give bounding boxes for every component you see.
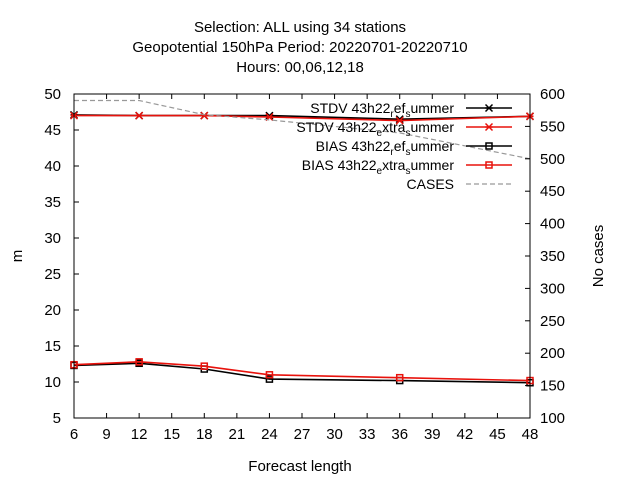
x-tick-label: 12 [131, 426, 148, 443]
x-tick-label: 42 [457, 426, 474, 443]
series-1 [69, 111, 535, 125]
legend-label-part: ummer [410, 138, 454, 154]
legend-label-part: ef [394, 138, 406, 154]
y-tick-label: 40 [44, 158, 61, 175]
y2-tick-label: 300 [540, 280, 565, 297]
series-line [73, 360, 531, 382]
legend-label-part: CASES [407, 176, 454, 192]
legend-entry: BIAS 43h22extrasummer [302, 157, 512, 177]
legend-label-part: s [405, 109, 410, 120]
legend-label-part: s [405, 147, 410, 158]
y2-tick-label: 550 [540, 118, 565, 135]
legend-label-part: xtra [382, 157, 406, 173]
legend-entry: STDV 43h22extrasummer [296, 119, 512, 139]
x-tick-label: 21 [229, 426, 246, 443]
legend-marker [485, 161, 493, 169]
legend-label-part: e [377, 166, 383, 177]
y2-axis-label: No cases [590, 225, 607, 288]
y-tick-label: 10 [44, 374, 61, 391]
chart-title: Selection: ALL using 34 stations Geopote… [132, 19, 467, 76]
x-tick-label: 30 [326, 426, 343, 443]
legend-entry: CASES [407, 176, 512, 192]
legend-label-part: s [405, 128, 410, 139]
y2-tick-label: 150 [540, 378, 565, 395]
x-tick-label: 45 [489, 426, 506, 443]
legend-entry: STDV 43h22refsummer [310, 100, 512, 120]
legend-label-part: ummer [410, 119, 454, 135]
data-point [395, 373, 404, 382]
series-line [74, 99, 531, 160]
legend-label: STDV 43h22refsummer [310, 100, 454, 120]
legend-marker [484, 103, 494, 113]
legend-label-part: e [377, 128, 383, 139]
x-tick-label: 36 [391, 426, 408, 443]
data-point [265, 375, 274, 383]
legend-label-part: STDV 43h22 [296, 119, 376, 135]
series-layer [69, 99, 535, 387]
legend-label: BIAS 43h22extrasummer [302, 157, 455, 177]
series-line [74, 114, 531, 122]
x-tick-label: 6 [70, 426, 78, 443]
x-tick-label: 9 [102, 426, 110, 443]
x-tick-label: 15 [163, 426, 180, 443]
x-tick-label: 27 [294, 426, 311, 443]
y2-tick-label: 250 [540, 313, 565, 330]
legend-label-part: STDV 43h22 [310, 100, 390, 116]
title-line-1: Selection: ALL using 34 stations [194, 19, 406, 36]
data-point [265, 371, 274, 379]
x-axis-label: Forecast length [248, 458, 351, 475]
legend-marker [484, 122, 494, 132]
y-tick-label: 45 [44, 122, 61, 139]
y-tick-label: 35 [44, 194, 61, 211]
legend-marker [485, 142, 493, 150]
y2-tick-label: 500 [540, 151, 565, 168]
plot-frame [73, 93, 531, 419]
y2-tick-label: 350 [540, 248, 565, 265]
legend-label: CASES [407, 176, 454, 192]
y-tick-label: 20 [44, 302, 61, 319]
y2-tick-label: 100 [540, 410, 565, 427]
y-tick-label: 5 [53, 410, 61, 427]
data-point [135, 358, 143, 366]
x-tick-label: 24 [261, 426, 278, 443]
legend-label-part: ummer [410, 100, 454, 116]
data-point [395, 116, 404, 125]
legend-label-part: ummer [410, 157, 454, 173]
legend-label-part: r [390, 147, 394, 158]
title-line-2: Geopotential 150hPa Period: 20220701-202… [132, 39, 467, 56]
legend-label: BIAS 43h22refsummer [316, 138, 455, 158]
y2-tick-label: 200 [540, 345, 565, 362]
y-tick-label: 15 [44, 338, 61, 355]
y-tick-label: 30 [44, 230, 61, 247]
x-tick-label: 39 [424, 426, 441, 443]
legend-label-part: r [390, 109, 394, 120]
x-tick-label: 33 [359, 426, 376, 443]
y2-tick-label: 450 [540, 183, 565, 200]
title-line-3: Hours: 00,06,12,18 [236, 59, 364, 76]
y-tick-label: 50 [44, 86, 61, 103]
series-line [73, 362, 531, 384]
data-point [135, 111, 144, 120]
data-point [200, 111, 209, 120]
legend-label-part: s [405, 166, 410, 177]
axes-layer: 6 9 12 15 18 21 24 27 30 33 36 39 42 45 48 5 10 15 20 25 30 3… [44, 86, 565, 443]
y2-tick-label: 400 [540, 216, 565, 233]
y-axis-label: m [9, 250, 26, 263]
legend-label-part: ef [394, 100, 406, 116]
legend-entry: BIAS 43h22refsummer [316, 138, 512, 158]
y2-tick-label: 600 [540, 86, 565, 103]
legend-label-part: xtra [382, 119, 406, 135]
y-tick-label: 25 [44, 266, 61, 283]
series-4 [74, 99, 531, 160]
legend-label: STDV 43h22extrasummer [296, 119, 454, 139]
data-point [200, 362, 209, 370]
legend-label-part: BIAS 43h22 [316, 138, 391, 154]
x-tick-label: 48 [522, 426, 539, 443]
legend-label-part: BIAS 43h22 [302, 157, 377, 173]
x-tick-label: 18 [196, 426, 213, 443]
